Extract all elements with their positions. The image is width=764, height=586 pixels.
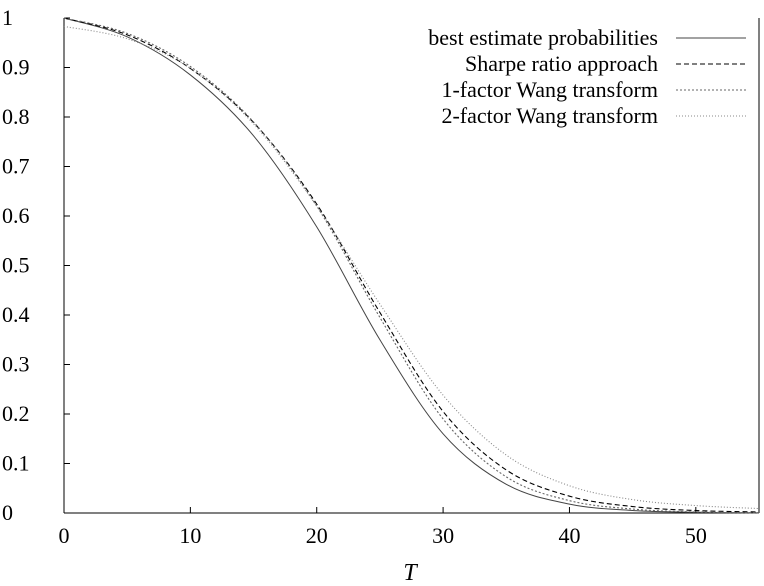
y-tick-label: 0.6 (2, 203, 30, 228)
x-tick-label: 30 (432, 523, 454, 548)
series-line-1 (63, 17, 760, 514)
legend-label-3: 1-factor Wang transform (441, 77, 658, 102)
series-line-4 (63, 25, 760, 510)
x-tick-label: 10 (179, 523, 201, 548)
y-tick-label: 0.1 (2, 451, 30, 476)
y-tick-label: 1 (2, 5, 13, 30)
series-line-3 (63, 17, 760, 514)
y-tick-label: 0 (2, 500, 13, 525)
series-layer (63, 17, 760, 514)
y-tick-label: 0.7 (2, 154, 30, 179)
y-tick-label: 0.3 (2, 352, 30, 377)
axes: 00.10.20.30.40.50.60.70.80.910 10 20 30 40 50 (2, 5, 760, 548)
x-tick-label: 20 (306, 523, 328, 548)
y-tick-label: 0.9 (2, 55, 30, 80)
x-tick-label: 0 (59, 523, 70, 548)
y-tick-label: 0.8 (2, 104, 30, 129)
y-tick-label: 0.5 (2, 253, 30, 278)
legend-label-2: Sharpe ratio approach (465, 51, 658, 76)
legend-label-4: 2-factor Wang transform (441, 103, 658, 128)
y-tick-label: 0.4 (2, 302, 30, 327)
x-tick-label: 50 (685, 523, 707, 548)
legend-label-1: best estimate probabilities (428, 25, 658, 50)
series-line-2 (63, 17, 760, 513)
y-tick-label: 0.2 (2, 401, 30, 426)
x-tick-label: 40 (558, 523, 580, 548)
x-axis-label: T (403, 560, 418, 586)
